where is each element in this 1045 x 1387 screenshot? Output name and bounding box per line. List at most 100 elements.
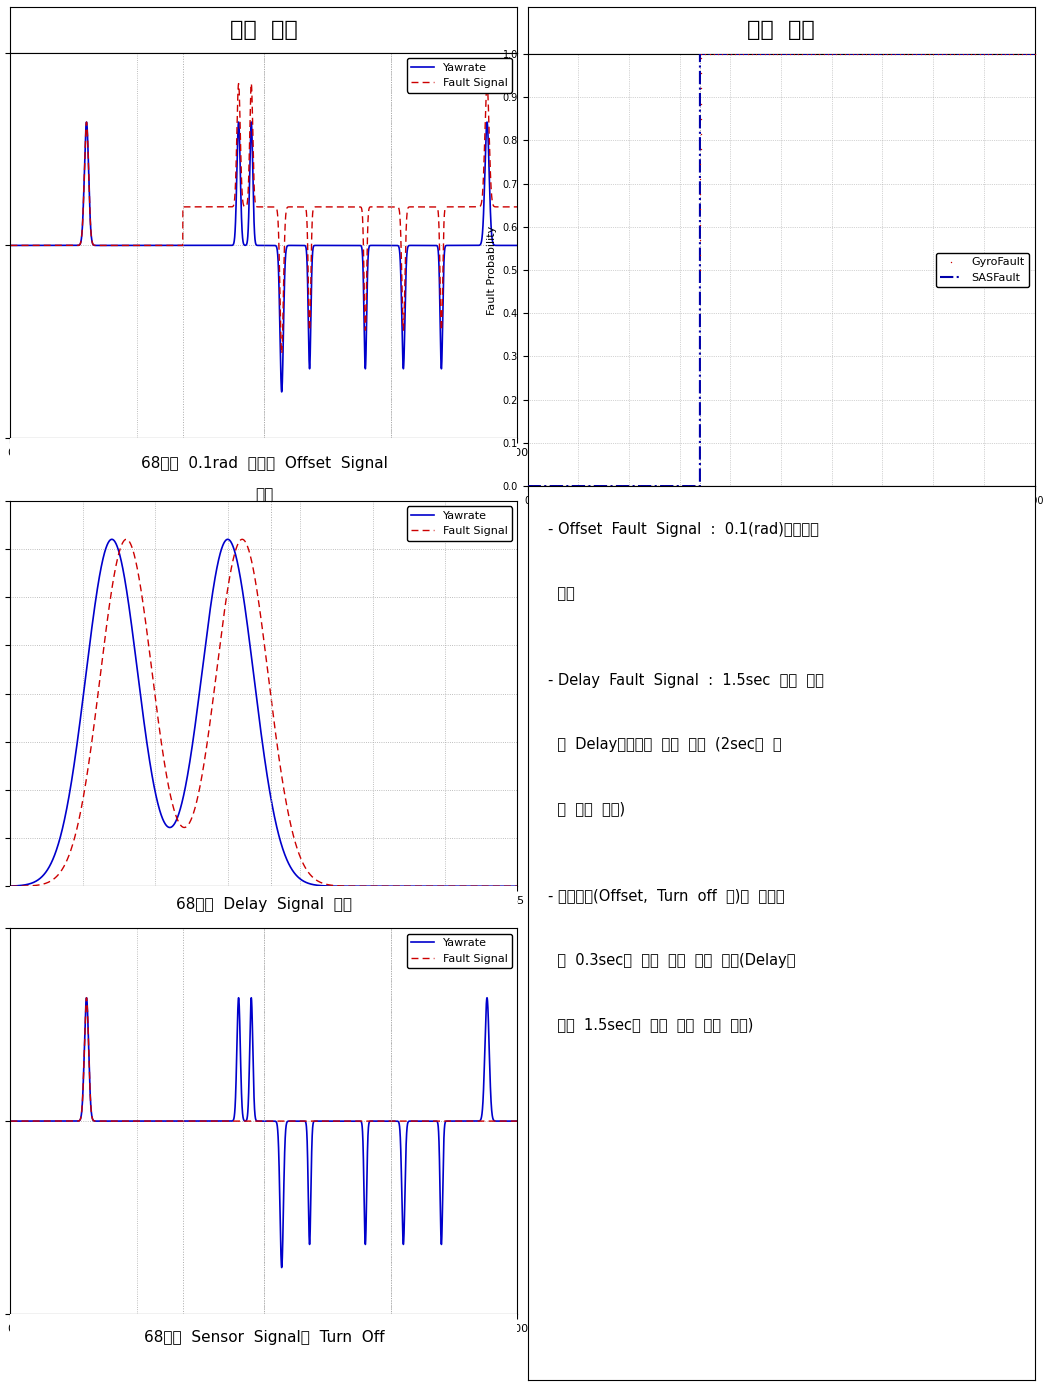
GyroFault bbox=[693, 47, 710, 69]
Line: Fault Signal: Fault Signal bbox=[10, 997, 517, 1121]
Yawrate bbox=[30, 872, 43, 889]
GyroFault bbox=[844, 43, 861, 65]
Fault Signal bbox=[252, 1112, 264, 1129]
GyroFault bbox=[891, 43, 908, 65]
SASFault bbox=[521, 477, 534, 494]
GyroFault bbox=[752, 43, 769, 65]
GyroFault bbox=[549, 474, 565, 497]
GyroFault bbox=[879, 43, 896, 65]
GyroFault bbox=[655, 474, 672, 497]
GyroFault bbox=[972, 43, 989, 65]
Yawrate bbox=[276, 384, 288, 401]
Fault Signal bbox=[251, 584, 263, 601]
GyroFault bbox=[967, 43, 983, 65]
GyroFault bbox=[602, 474, 619, 497]
Fault Signal bbox=[25, 1112, 38, 1129]
GyroFault bbox=[794, 43, 811, 65]
Yawrate bbox=[4, 237, 17, 254]
Text: - Delay  Fault  Signal  :  1.5sec  이상  지속: - Delay Fault Signal : 1.5sec 이상 지속 bbox=[548, 673, 823, 688]
GyroFault bbox=[1001, 43, 1018, 65]
Legend: Yawrate, Fault Signal: Yawrate, Fault Signal bbox=[407, 58, 512, 93]
GyroFault bbox=[836, 43, 853, 65]
GyroFault bbox=[519, 474, 536, 497]
X-axis label: Time [sec]: Time [sec] bbox=[231, 911, 297, 925]
Yawrate bbox=[103, 1112, 116, 1129]
GyroFault bbox=[912, 43, 929, 65]
GyroFault bbox=[730, 43, 747, 65]
GyroFault bbox=[853, 43, 869, 65]
Fault Signal bbox=[34, 1112, 47, 1129]
GyroFault bbox=[958, 43, 975, 65]
Fault Signal bbox=[6, 1112, 19, 1129]
GyroFault bbox=[526, 474, 542, 497]
Line: Fault Signal: Fault Signal bbox=[10, 83, 517, 354]
SASFault bbox=[694, 477, 706, 494]
GyroFault bbox=[531, 474, 548, 497]
Fault Signal bbox=[30, 877, 43, 893]
GyroFault bbox=[769, 43, 786, 65]
GyroFault bbox=[661, 474, 678, 497]
GyroFault bbox=[782, 43, 798, 65]
GyroFault bbox=[857, 43, 874, 65]
Fault Signal bbox=[496, 878, 509, 895]
Fault Signal bbox=[481, 75, 493, 92]
GyroFault bbox=[697, 43, 714, 65]
GyroFault bbox=[773, 43, 790, 65]
GyroFault bbox=[692, 122, 709, 144]
X-axis label: Time[sec]: Time[sec] bbox=[750, 512, 812, 524]
GyroFault bbox=[840, 43, 857, 65]
Yawrate bbox=[103, 237, 116, 254]
GyroFault bbox=[1009, 43, 1026, 65]
Text: 지  시간  필요): 지 시간 필요) bbox=[548, 802, 625, 817]
GyroFault bbox=[900, 43, 916, 65]
Line: Yawrate: Yawrate bbox=[10, 540, 517, 886]
Fault Signal bbox=[4, 237, 17, 254]
GyroFault bbox=[875, 43, 891, 65]
GyroFault bbox=[691, 474, 707, 497]
GyroFault bbox=[993, 43, 1009, 65]
Fault Signal bbox=[403, 878, 416, 895]
Yawrate bbox=[34, 237, 47, 254]
Yawrate bbox=[496, 878, 509, 895]
Yawrate bbox=[511, 1112, 524, 1129]
Fault Signal bbox=[4, 878, 17, 895]
Fault Signal bbox=[496, 878, 509, 895]
Text: 68초에  Delay  Signal  생성: 68초에 Delay Signal 생성 bbox=[176, 897, 352, 911]
GyroFault bbox=[925, 43, 942, 65]
GyroFault bbox=[942, 43, 958, 65]
Yawrate bbox=[25, 1112, 38, 1129]
GyroFault bbox=[650, 474, 667, 497]
GyroFault bbox=[1022, 43, 1039, 65]
GyroFault bbox=[537, 474, 554, 497]
Text: 호는  1.5sec의  고장  감지  시간  필요): 호는 1.5sec의 고장 감지 시간 필요) bbox=[548, 1017, 753, 1032]
GyroFault bbox=[1026, 43, 1043, 65]
GyroFault bbox=[946, 43, 962, 65]
GyroFault bbox=[757, 43, 773, 65]
Yawrate bbox=[6, 1112, 19, 1129]
GyroFault bbox=[714, 43, 730, 65]
GyroFault bbox=[743, 43, 760, 65]
Fault Signal bbox=[485, 171, 497, 187]
GyroFault bbox=[954, 43, 971, 65]
GyroFault bbox=[870, 43, 887, 65]
X-axis label: Time [sec]: Time [sec] bbox=[231, 463, 297, 476]
GyroFault bbox=[722, 43, 739, 65]
GyroFault bbox=[748, 43, 765, 65]
GyroFault bbox=[950, 43, 967, 65]
Yawrate bbox=[485, 209, 497, 226]
Yawrate bbox=[511, 237, 524, 254]
Line: Fault Signal: Fault Signal bbox=[10, 540, 517, 886]
Line: Yawrate: Yawrate bbox=[10, 997, 517, 1268]
Text: 생성: 생성 bbox=[255, 487, 273, 502]
GyroFault bbox=[777, 43, 794, 65]
GyroFault bbox=[866, 43, 883, 65]
GyroFault bbox=[705, 43, 722, 65]
GyroFault bbox=[819, 43, 836, 65]
GyroFault bbox=[679, 474, 696, 497]
GyroFault bbox=[668, 474, 684, 497]
Fault Signal bbox=[120, 531, 133, 548]
GyroFault bbox=[790, 43, 807, 65]
GyroFault bbox=[933, 43, 950, 65]
Yawrate bbox=[481, 989, 493, 1006]
Text: - 고장신호(Offset,  Turn  off  등)가  발생하: - 고장신호(Offset, Turn off 등)가 발생하 bbox=[548, 888, 785, 903]
